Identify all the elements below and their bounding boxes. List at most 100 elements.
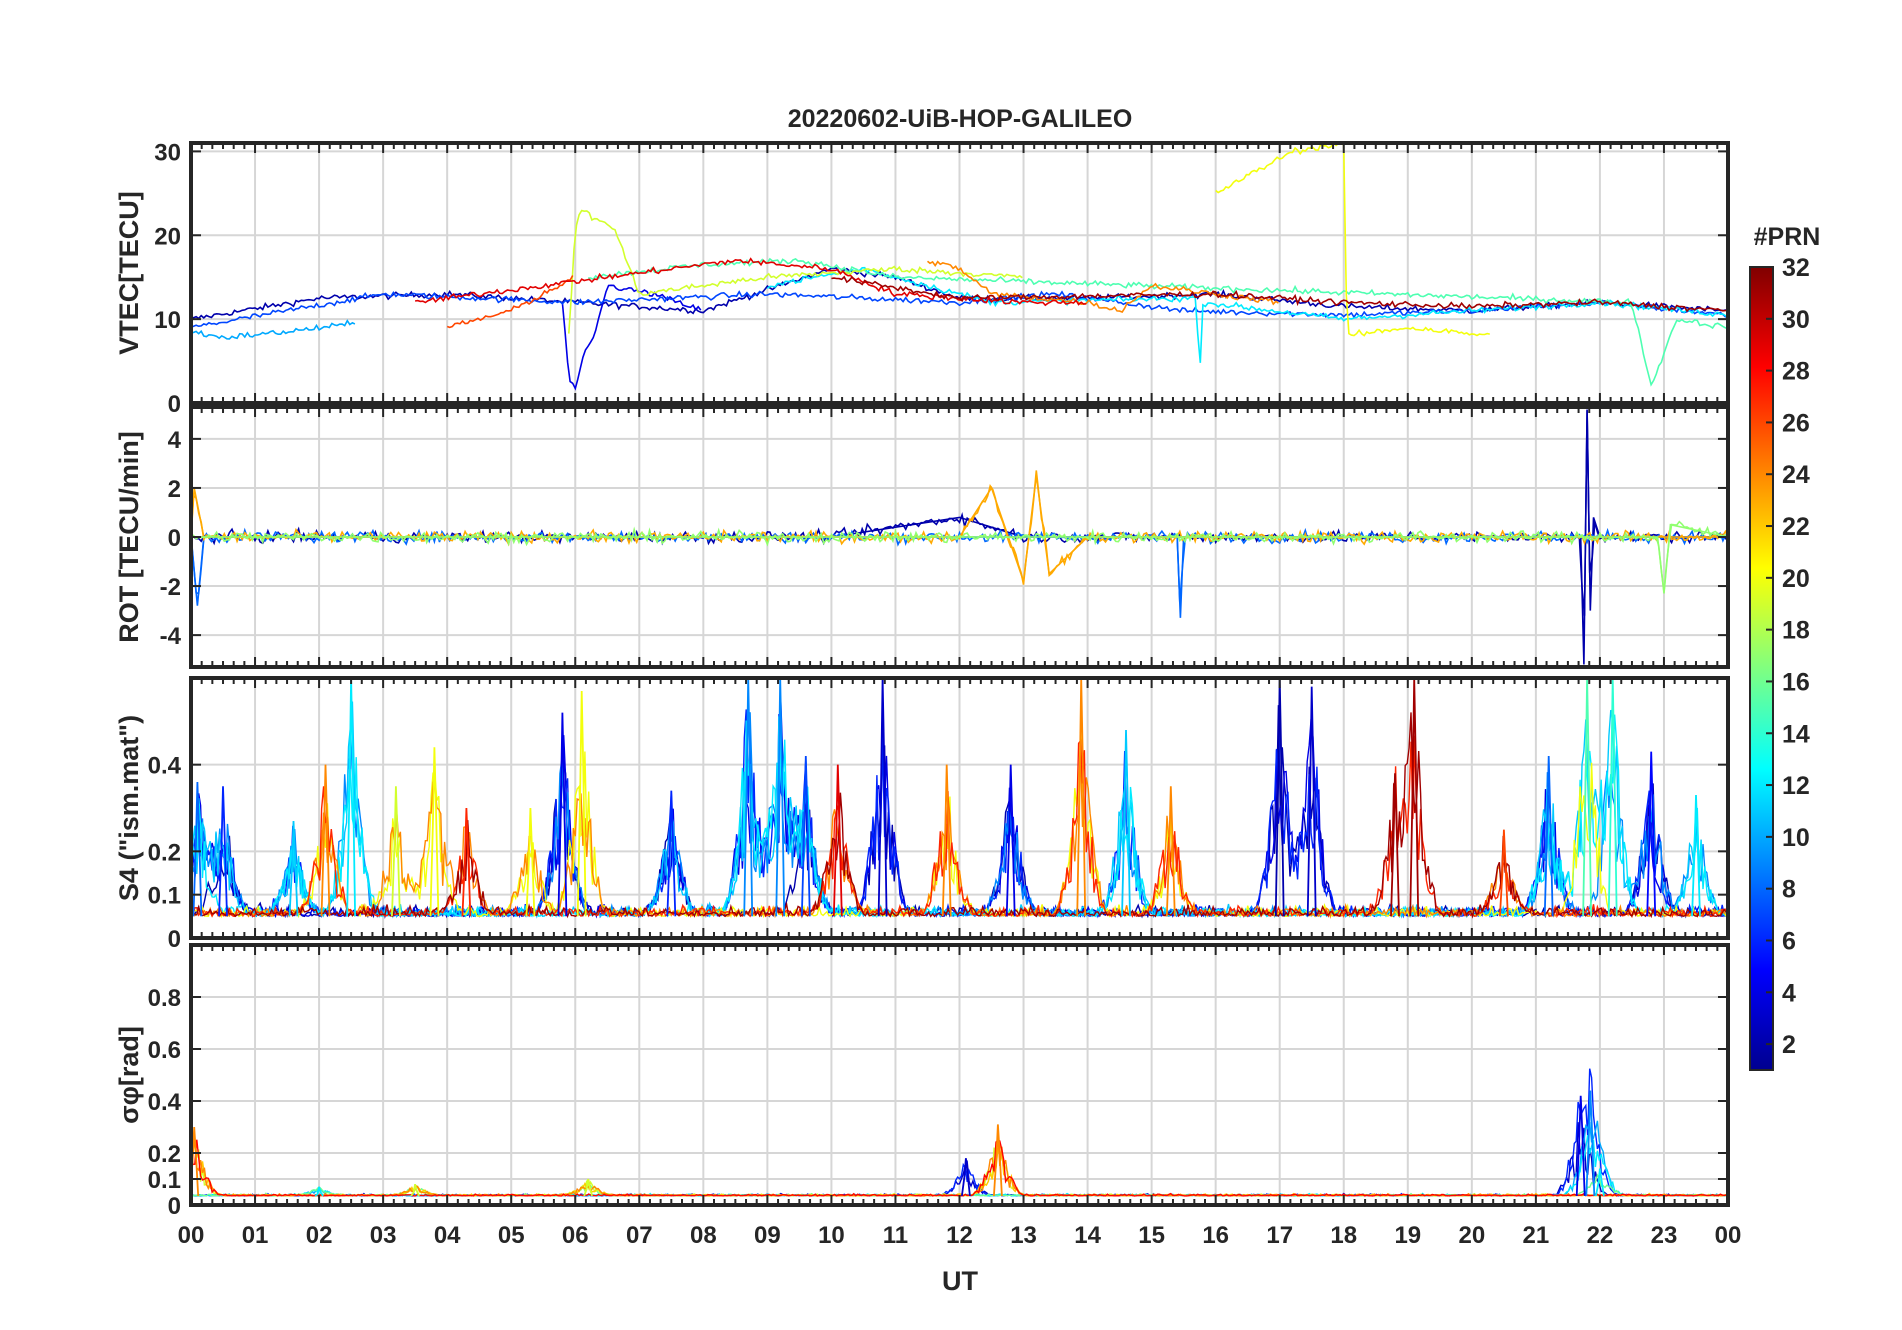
peak-prn-5 [1646,751,1657,917]
peak-prn-15 [1582,678,1592,917]
x-tick-label: 10 [818,1222,845,1249]
y-tick-label: 10 [154,307,181,334]
colorbar-tick-label: 8 [1782,876,1796,904]
series-rot [191,409,1728,665]
colorbar-tick-label: 26 [1782,409,1810,437]
series-line-prn-31 [191,712,1727,919]
x-tick-label: 09 [754,1222,781,1249]
peak-prn-31 [1409,678,1420,917]
colorbar-tick-label: 10 [1782,824,1810,852]
panel-rot: -4 -2 0 2 4 ROT [TECU/min] [114,405,1730,669]
x-tick-label: 16 [1202,1222,1229,1249]
ticks-vtec [190,143,1729,403]
series-vtec [191,143,1728,391]
x-tick-label: 19 [1394,1222,1421,1249]
peak-prn-12 [346,678,356,917]
grid-vtec [191,143,1728,403]
peak-prn-14 [1607,678,1618,917]
x-tick-label: 00 [178,1222,205,1249]
peak-prn-26 [1499,829,1509,917]
series-line-prn-4 [561,284,702,391]
series-line-prn-7 [191,290,1728,328]
peak-prn-6 [666,790,677,917]
y-tick-label: 0.4 [148,1089,182,1116]
series-line-prn-17 [191,520,1728,593]
colorbar-tick-label: 30 [1782,306,1810,334]
x-tick-label: 01 [242,1222,269,1249]
peak-prn-24 [941,764,952,917]
peak-prn-4 [557,712,568,917]
series-line-prn-19 [568,209,1023,334]
x-tick-label: 00 [1715,1222,1742,1249]
colorbar-tick-label: 28 [1782,358,1810,386]
peak-prn-3 [961,1158,971,1197]
series-line-prn-29 [414,257,1087,307]
peak-prn-24 [993,1124,1003,1196]
y-tick-label: 0.2 [148,839,181,866]
peak-prn-24 [1076,678,1087,917]
peak-prn-12 [1691,794,1701,917]
y-tick-label: 30 [154,139,181,166]
ticks-sigma_phi [190,945,1729,1205]
y-tick-label: 0 [168,926,181,953]
peak-prn-9 [1585,1090,1596,1196]
colorbar-tick-label: 32 [1782,254,1810,282]
x-tick-label: 17 [1266,1222,1293,1249]
peak-prn-9 [743,678,754,917]
ticks-s4 [190,678,1729,938]
colorbar-tick-label: 12 [1782,772,1810,800]
peak-prn-20 [525,807,536,917]
peak-prn-8 [192,781,203,917]
series-line-prn-26 [446,275,574,329]
peak-prn-4 [1005,764,1016,917]
x-tick-labels: 00 01 02 03 04 05 06 07 08 09 10 11 12 13 14 15 16 17 18 19… [178,1222,1742,1249]
colorbar-tick-label: 6 [1782,927,1796,955]
colorbar-tick-label: 22 [1782,513,1810,541]
x-tick-label: 02 [306,1222,333,1249]
y-tick-label: 0 [168,1193,181,1220]
x-axis-label: UT [942,1266,978,1296]
y-tick-label: 0.1 [148,1167,181,1194]
y-tick-label: 0.4 [148,753,182,780]
y-axis-label-vtec: VTEC[TECU] [114,191,144,355]
x-tick-label: 06 [562,1222,589,1249]
peak-prn-19 [391,786,401,917]
peak-prn-3 [877,678,888,917]
colorbar-label: #PRN [1754,223,1821,251]
series-line-prn-15 [588,257,1728,387]
peak-prn-12 [1595,1168,1605,1197]
peak-prn-11 [288,820,299,917]
series-spike-prn-23 [191,475,1728,582]
peak-prn-9 [775,678,786,917]
x-tick-label: 13 [1010,1222,1037,1249]
series-s4 [191,678,1727,919]
colorbar-tick-label: 2 [1782,1031,1796,1059]
x-tick-label: 11 [883,1222,908,1249]
colorbar-tick-label: 4 [1782,979,1796,1007]
y-tick-label: -4 [160,623,182,650]
series-line-prn-20 [1215,143,1490,337]
series-line-prn-24 [926,260,1279,313]
y-tick-label: 2 [168,476,181,503]
colorbar-tick-label: 18 [1782,617,1810,645]
x-tick-label: 22 [1587,1222,1614,1249]
y-tick-label: 0.8 [148,985,181,1012]
x-tick-label: 15 [1138,1222,1165,1249]
x-tick-label: 20 [1458,1222,1485,1249]
peak-prn-24 [1165,786,1176,917]
x-tick-label: 14 [1074,1222,1101,1249]
colorbar-tick-label: 20 [1782,565,1810,593]
x-tick-label: 07 [626,1222,653,1249]
series-line-prn-31 [831,275,1728,313]
y-tick-label: 0 [168,525,181,552]
colorbar-tick-label: 14 [1782,720,1810,748]
x-tick-label: 08 [690,1222,717,1249]
panel-vtec: 0 10 20 30 VTEC[TECU] [114,139,1730,418]
peak-prn-29 [832,764,843,917]
ticks-rot [190,407,1729,667]
y-tick-label: -2 [160,574,181,601]
peak-prn-24 [320,764,331,917]
